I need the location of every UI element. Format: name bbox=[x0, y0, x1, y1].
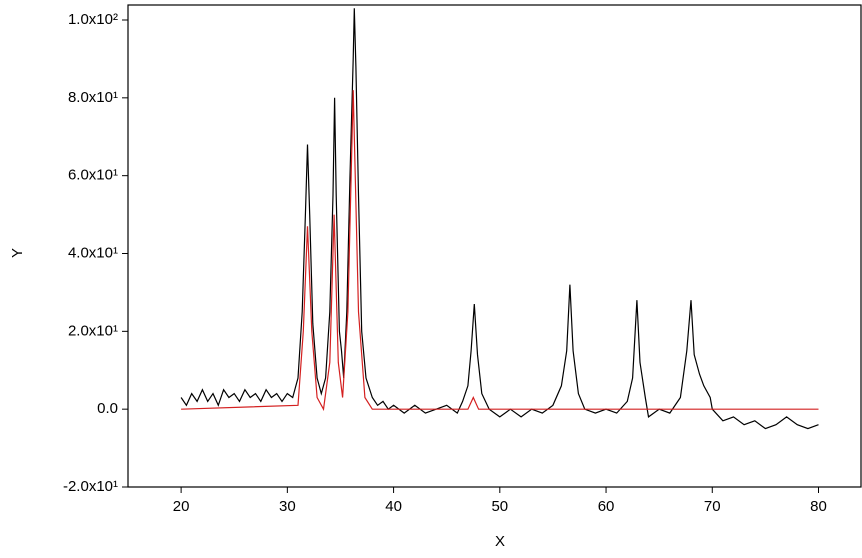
x-tick-label: 80 bbox=[810, 498, 827, 515]
data-line bbox=[181, 90, 819, 412]
x-axis-label: X bbox=[495, 533, 505, 550]
x-tick-label: 40 bbox=[385, 498, 402, 515]
x-tick-label: 20 bbox=[173, 498, 190, 515]
y-tick-label: 2.0x10¹ bbox=[68, 322, 118, 339]
plot-frame bbox=[127, 4, 862, 488]
y-tick-label: -2.0x10¹ bbox=[63, 478, 118, 495]
x-tick-label: 30 bbox=[279, 498, 296, 515]
x-tick-label: 60 bbox=[598, 498, 615, 515]
y-tick-label: 8.0x10¹ bbox=[68, 89, 118, 106]
y-axis-label: Y bbox=[9, 248, 26, 258]
y-tick-label: 1.0x10² bbox=[68, 11, 118, 28]
y-tick-label: 6.0x10¹ bbox=[68, 167, 118, 184]
x-tick-label: 70 bbox=[704, 498, 721, 515]
data-line bbox=[180, 8, 819, 430]
y-tick-label: 4.0x10¹ bbox=[68, 244, 118, 261]
y-tick-label: 0.0 bbox=[97, 400, 118, 417]
x-tick-label: 50 bbox=[491, 498, 508, 515]
